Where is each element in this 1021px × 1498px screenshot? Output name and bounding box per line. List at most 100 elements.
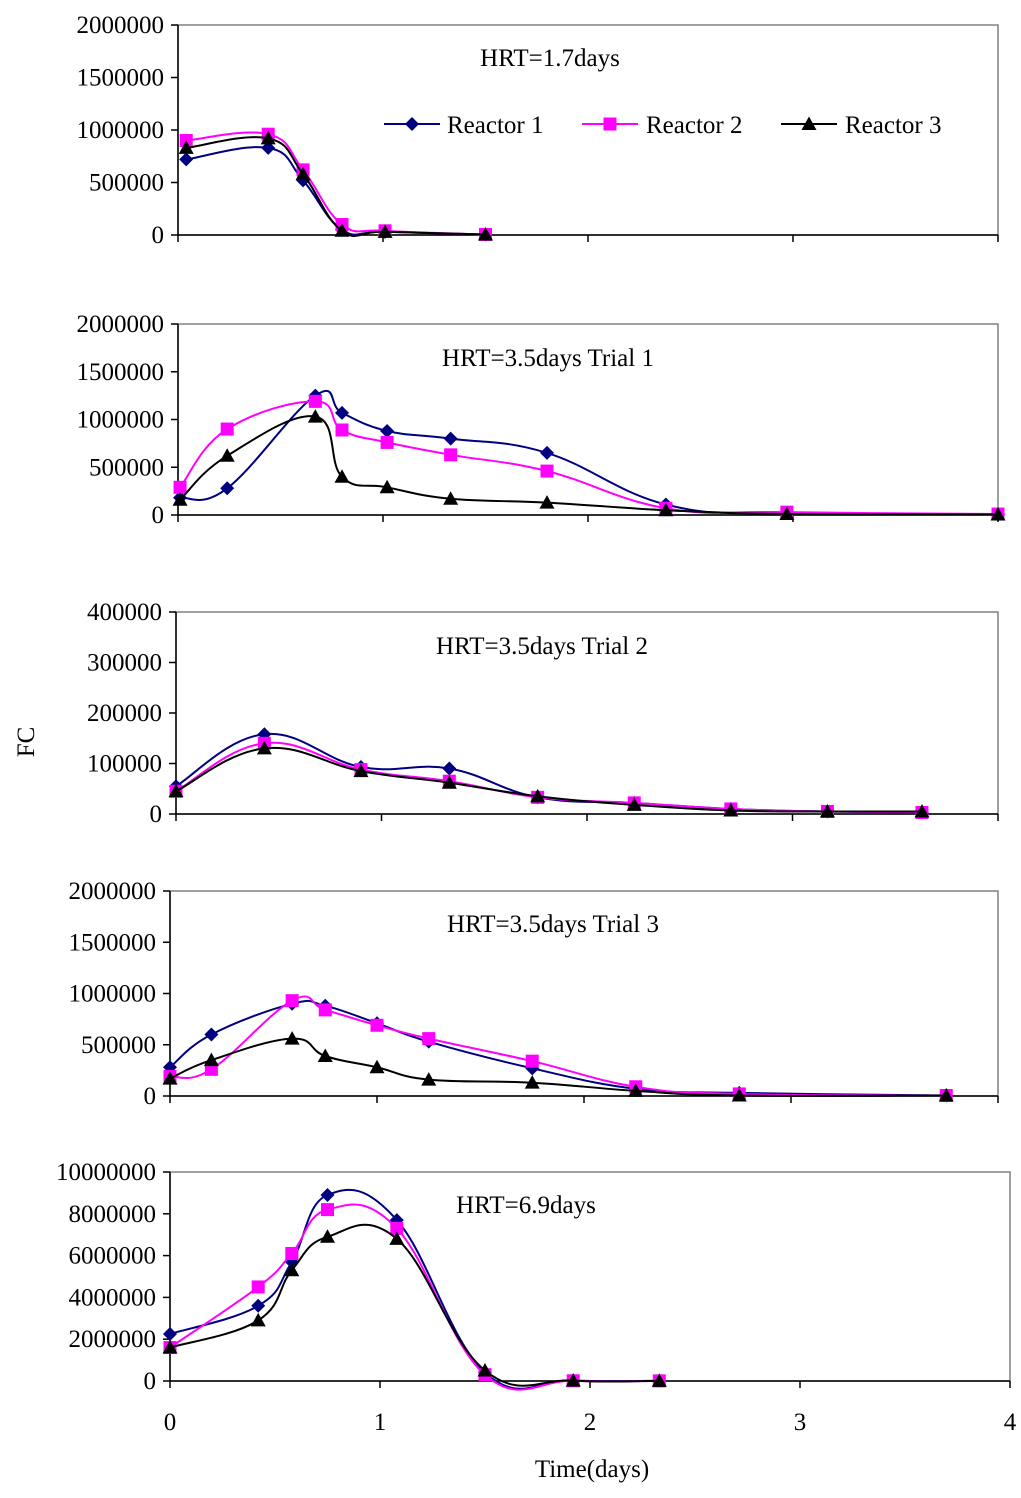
data-point — [389, 1231, 405, 1245]
series-reactor-2 — [163, 994, 953, 1102]
series-reactor-3 — [162, 1223, 667, 1387]
data-point — [179, 152, 194, 167]
y-tick-label: 0 — [144, 1083, 157, 1110]
data-point — [380, 435, 394, 449]
data-point — [284, 1031, 300, 1045]
panel-title: HRT=1.7days — [480, 45, 620, 72]
y-tick-label: 1000000 — [77, 407, 165, 434]
data-point — [284, 1262, 300, 1277]
data-point — [565, 1373, 581, 1387]
y-tick-label: 500000 — [89, 454, 164, 481]
series-line — [186, 136, 486, 238]
data-point — [334, 223, 350, 237]
data-point — [162, 1340, 178, 1354]
y-tick-label: 1000000 — [69, 981, 157, 1008]
series-reactor-3 — [178, 130, 493, 241]
data-point — [443, 431, 458, 446]
data-point — [353, 763, 369, 778]
series-line — [169, 1203, 660, 1391]
series-reactor-3 — [168, 740, 930, 818]
series-line — [169, 1188, 660, 1390]
data-point — [539, 495, 555, 509]
data-point — [723, 802, 739, 817]
y-tick-label: 6000000 — [69, 1243, 157, 1270]
data-point — [478, 226, 493, 241]
data-point — [203, 1052, 219, 1067]
x-tick-label: 3 — [794, 1409, 807, 1436]
chart-panel-2: 0 500000 1000000 1500000 2000000 HRT=3.5days … — [77, 311, 1006, 529]
data-point — [320, 1229, 335, 1243]
data-point — [421, 1072, 437, 1086]
data-point — [530, 788, 546, 803]
data-point — [285, 1247, 299, 1261]
data-point — [380, 423, 395, 438]
data-point — [540, 464, 554, 478]
y-tick-label: 2000000 — [69, 878, 157, 905]
data-point — [441, 775, 457, 789]
data-point — [379, 479, 395, 494]
data-point — [318, 1003, 332, 1017]
series-reactor-1 — [163, 996, 954, 1103]
data-point — [443, 491, 459, 505]
data-point — [256, 740, 272, 755]
series-reactor-1 — [173, 388, 1005, 522]
chart-panel-3: 0 100000 200000 300000 400000 HRT=3.5days Tri… — [87, 599, 999, 828]
series-line — [179, 415, 999, 516]
data-point — [308, 394, 322, 408]
data-point — [938, 1087, 954, 1102]
data-point — [251, 1280, 265, 1294]
legend-entry-reactor-1: Reactor 1 — [384, 112, 543, 139]
data-point — [335, 405, 349, 420]
y-tick-label: 1500000 — [77, 65, 165, 92]
series-line — [179, 389, 999, 516]
y-tick-label: 0 — [152, 502, 165, 529]
legend-marker — [801, 116, 817, 130]
series-line — [175, 746, 923, 813]
data-point — [369, 1059, 385, 1074]
data-point — [321, 1203, 334, 1217]
y-tick-label: 200000 — [87, 700, 162, 727]
legend: Reactor 1 Reactor 2 Reactor 3 — [384, 112, 941, 139]
legend-marker — [603, 117, 617, 131]
x-tick-label: 2 — [584, 1409, 597, 1436]
data-point — [626, 797, 642, 811]
legend-entry-reactor-3: Reactor 3 — [781, 112, 941, 139]
y-tick-label: 500000 — [89, 170, 164, 197]
data-point — [377, 224, 393, 238]
legend-entry-reactor-2: Reactor 2 — [582, 112, 742, 139]
y-tick-label: 100000 — [87, 751, 162, 778]
data-point — [163, 1326, 177, 1341]
data-point — [990, 507, 1006, 521]
panel-title: HRT=6.9days — [456, 1192, 596, 1219]
panel-title: HRT=3.5days Trial 3 — [447, 911, 659, 938]
legend-marker — [405, 117, 419, 131]
y-tick-label: 1500000 — [69, 929, 157, 956]
y-tick-label: 1000000 — [77, 117, 165, 144]
data-point — [477, 1363, 493, 1377]
x-axis-label: Time(days) — [535, 1456, 649, 1483]
y-tick-label: 4000000 — [69, 1284, 157, 1311]
series-reactor-2 — [163, 1203, 666, 1391]
data-point — [390, 1221, 404, 1235]
data-point — [320, 1187, 335, 1202]
data-point — [525, 1054, 539, 1068]
data-point — [658, 502, 674, 517]
data-point — [260, 130, 276, 145]
series-reactor-3 — [172, 409, 1006, 521]
series-line — [175, 732, 923, 814]
series-line — [175, 741, 923, 814]
data-point — [540, 445, 554, 460]
data-point — [334, 469, 350, 483]
data-point — [251, 1298, 266, 1313]
data-point — [204, 1027, 219, 1042]
x-tick-label: 0 — [164, 1409, 177, 1436]
y-tick-label: 2000000 — [77, 311, 165, 338]
y-tick-label: 0 — [150, 801, 163, 828]
data-point — [524, 1075, 540, 1089]
data-point — [220, 481, 235, 496]
series-reactor-1 — [169, 727, 929, 820]
x-tick-label: 4 — [1004, 1409, 1017, 1436]
y-tick-label: 0 — [144, 1368, 157, 1395]
x-tick-label: 1 — [374, 1409, 387, 1436]
